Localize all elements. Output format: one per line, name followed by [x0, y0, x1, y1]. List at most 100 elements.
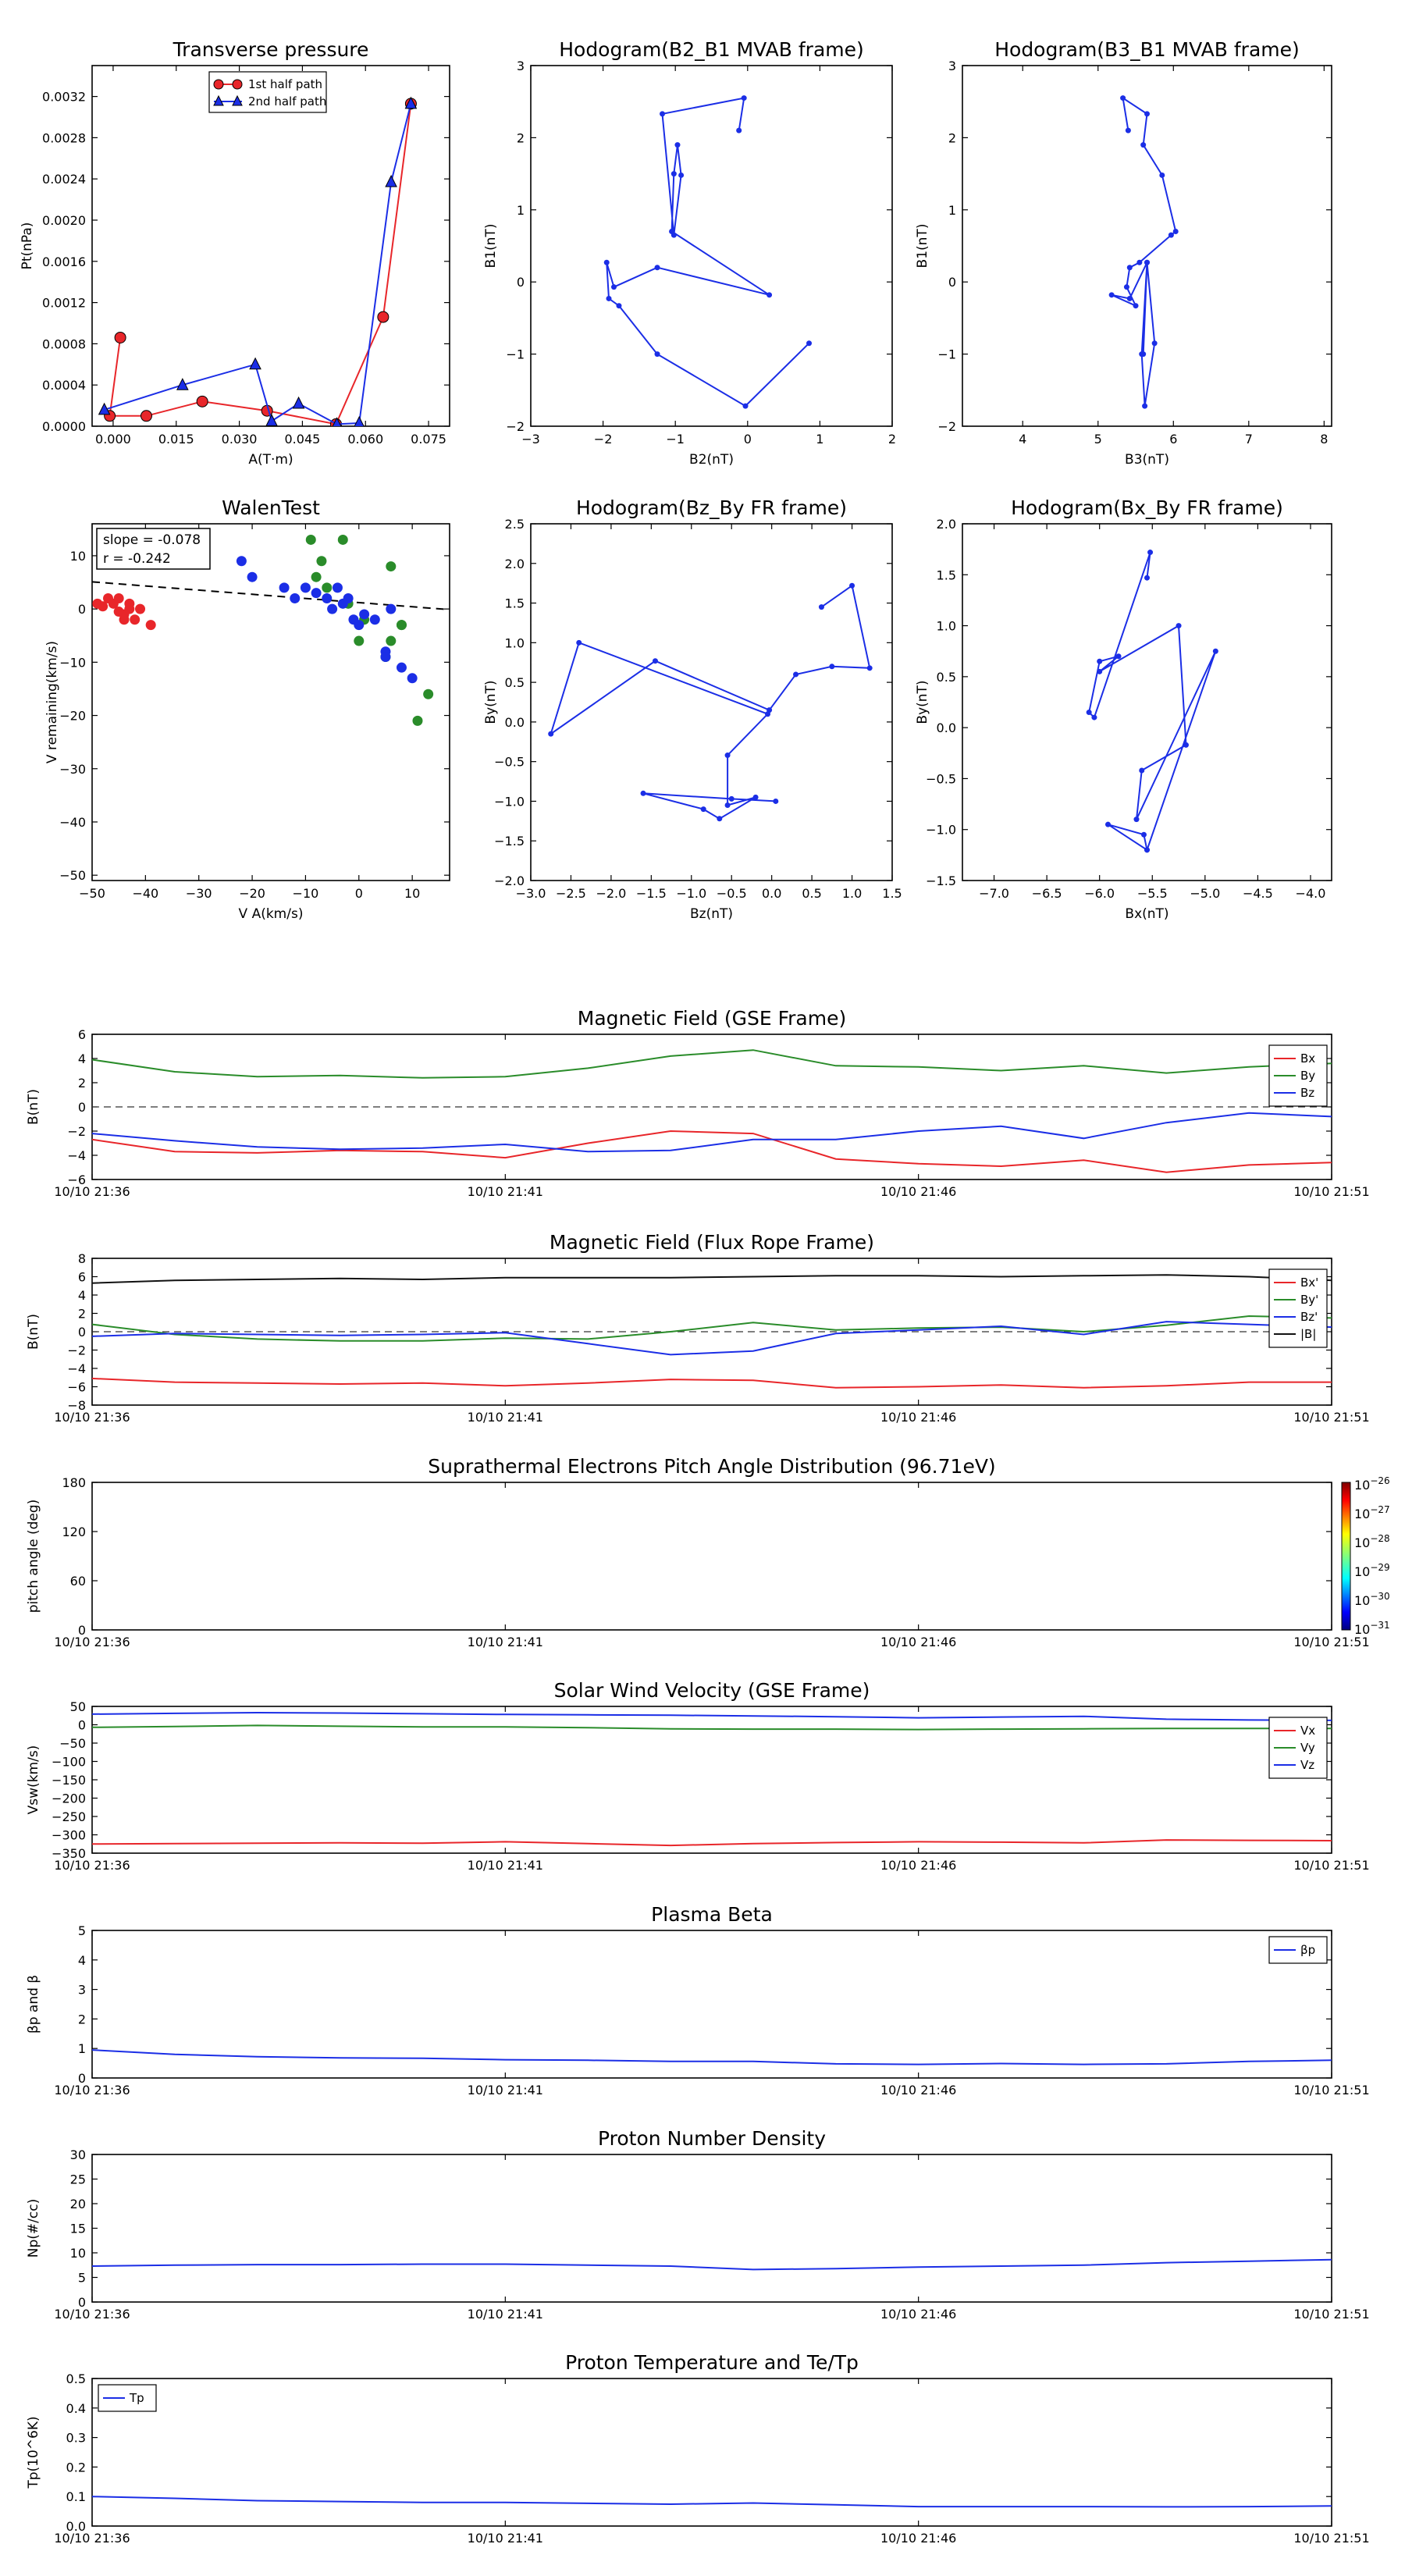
y-axis-label: B1(nT) — [483, 224, 499, 269]
y-axis-label: Pt(nPa) — [20, 222, 35, 270]
legend-label: Bz — [1300, 1086, 1314, 1100]
x-tick-label: 10/10 21:46 — [880, 2083, 956, 2097]
y-axis-label: B(nT) — [26, 1314, 41, 1350]
y-tick-label: 1 — [948, 203, 956, 218]
y-tick-label: 1.5 — [505, 596, 525, 611]
y-tick-label: 2 — [78, 1076, 86, 1091]
colorbar-tick-label: 10−27 — [1354, 1504, 1390, 1521]
data-point — [311, 588, 322, 599]
y-tick-label: 3 — [948, 59, 956, 73]
data-point — [423, 688, 434, 699]
x-tick-label: 10/10 21:36 — [54, 2307, 130, 2322]
plot-area — [603, 95, 813, 409]
x-tick-label: −1.0 — [676, 886, 706, 901]
x-tick-label: 4 — [1019, 432, 1026, 447]
plot-frame — [91, 2378, 1332, 2527]
chart-title: Hodogram(B3_B1 MVAB frame) — [994, 38, 1300, 61]
y-tick-label: 4 — [78, 1288, 86, 1303]
data-point — [660, 111, 666, 117]
colorbar-tick-label: 10−29 — [1354, 1562, 1390, 1579]
data-point — [742, 403, 749, 409]
data-point — [670, 171, 677, 177]
x-tick-label: −20 — [239, 886, 265, 901]
y-tick-label: 0.0 — [937, 720, 956, 735]
x-tick-label: −6.5 — [1032, 886, 1062, 901]
annotation-box — [96, 528, 211, 570]
data-point — [377, 311, 389, 323]
x-tick-label: −2.5 — [556, 886, 586, 901]
plot-frame — [91, 2154, 1332, 2303]
data-point — [249, 357, 261, 370]
panel-walen: WalenTest −50 −40 −30 −20 −10 0 10 −50 −40 −30 −20 −… — [44, 496, 450, 922]
y-tick-label: 0.0024 — [42, 172, 86, 187]
data-point — [1120, 95, 1126, 101]
x-tick-label: 10/10 21:41 — [468, 1410, 543, 1425]
plot-frame — [91, 65, 450, 427]
data-point — [176, 378, 189, 390]
data-point — [119, 614, 130, 625]
plot-area — [1108, 95, 1179, 409]
y-tick-label: 0.4 — [66, 2401, 86, 2416]
legend-label: Vy — [1300, 1741, 1315, 1755]
x-tick-label: 0.015 — [158, 432, 194, 447]
x-axis-label: Bx(nT) — [1125, 906, 1168, 922]
data-point — [1159, 172, 1165, 178]
series-line — [91, 1839, 1332, 1847]
data-point — [1140, 351, 1147, 358]
data-point — [1133, 303, 1139, 309]
legend-box — [208, 71, 327, 113]
plot-frame — [91, 1930, 1332, 2079]
x-tick-label: −40 — [132, 886, 158, 901]
colorbar-tick-label: 10−28 — [1354, 1533, 1390, 1550]
data-point — [1104, 821, 1111, 827]
y-tick-label: −4 — [67, 1148, 86, 1163]
data-point — [765, 711, 771, 717]
y-tick-label: 0.0028 — [42, 130, 86, 145]
y-tick-label: 120 — [62, 1525, 86, 1539]
data-point — [1147, 550, 1154, 556]
data-point — [669, 229, 675, 235]
x-tick-label: −5.0 — [1190, 886, 1220, 901]
y-tick-label: −1.0 — [926, 823, 956, 838]
y-tick-label: 0 — [948, 275, 956, 290]
plot-frame — [962, 65, 1332, 427]
y-tick-label: −150 — [52, 1773, 86, 1788]
x-axis-label: B3(nT) — [1125, 452, 1169, 468]
x-tick-label: 10/10 21:36 — [54, 1858, 130, 1873]
y-tick-label: −2 — [67, 1124, 86, 1139]
x-tick-label: 10/10 21:46 — [880, 1858, 956, 1873]
y-tick-label: 0.5 — [937, 670, 956, 685]
data-point — [316, 556, 327, 567]
x-tick-label: 8 — [1320, 432, 1328, 447]
series-line — [91, 1274, 1332, 1284]
series-line — [91, 1377, 1332, 1389]
plot-area — [98, 96, 418, 426]
data-point — [1126, 295, 1133, 301]
data-point — [678, 172, 685, 178]
data-point — [1115, 653, 1122, 660]
y-tick-label: −0.5 — [926, 771, 956, 786]
x-tick-label: 0.030 — [222, 432, 258, 447]
panel-h4: Hodogram(Bx_By FR frame) −7.0 −6.5 −6.0 −5.5… — [915, 496, 1332, 922]
legend-label: By' — [1300, 1293, 1318, 1307]
data-point — [322, 592, 333, 603]
x-axis-label: A(T·m) — [248, 452, 293, 468]
y-tick-label: 0 — [78, 602, 86, 617]
data-point — [279, 582, 290, 593]
x-tick-label: 0 — [744, 432, 752, 447]
x-tick-label: 5 — [1094, 432, 1102, 447]
plot-frame — [91, 523, 450, 881]
x-tick-label: 10/10 21:46 — [880, 1184, 956, 1199]
data-point — [300, 582, 311, 593]
colorbar-tick-label: 10−26 — [1354, 1475, 1390, 1493]
data-point — [407, 673, 418, 684]
data-point — [322, 582, 333, 593]
x-axis-label: B2(nT) — [689, 452, 734, 468]
y-tick-label: 0 — [517, 275, 525, 290]
y-tick-label: −200 — [52, 1791, 86, 1806]
colorbar-exponent: −26 — [1370, 1475, 1389, 1486]
y-tick-label: −1.0 — [494, 794, 525, 809]
data-point — [1133, 817, 1140, 823]
colorbar-tick-label: 10−30 — [1354, 1591, 1390, 1608]
y-tick-label: 15 — [70, 2222, 86, 2236]
